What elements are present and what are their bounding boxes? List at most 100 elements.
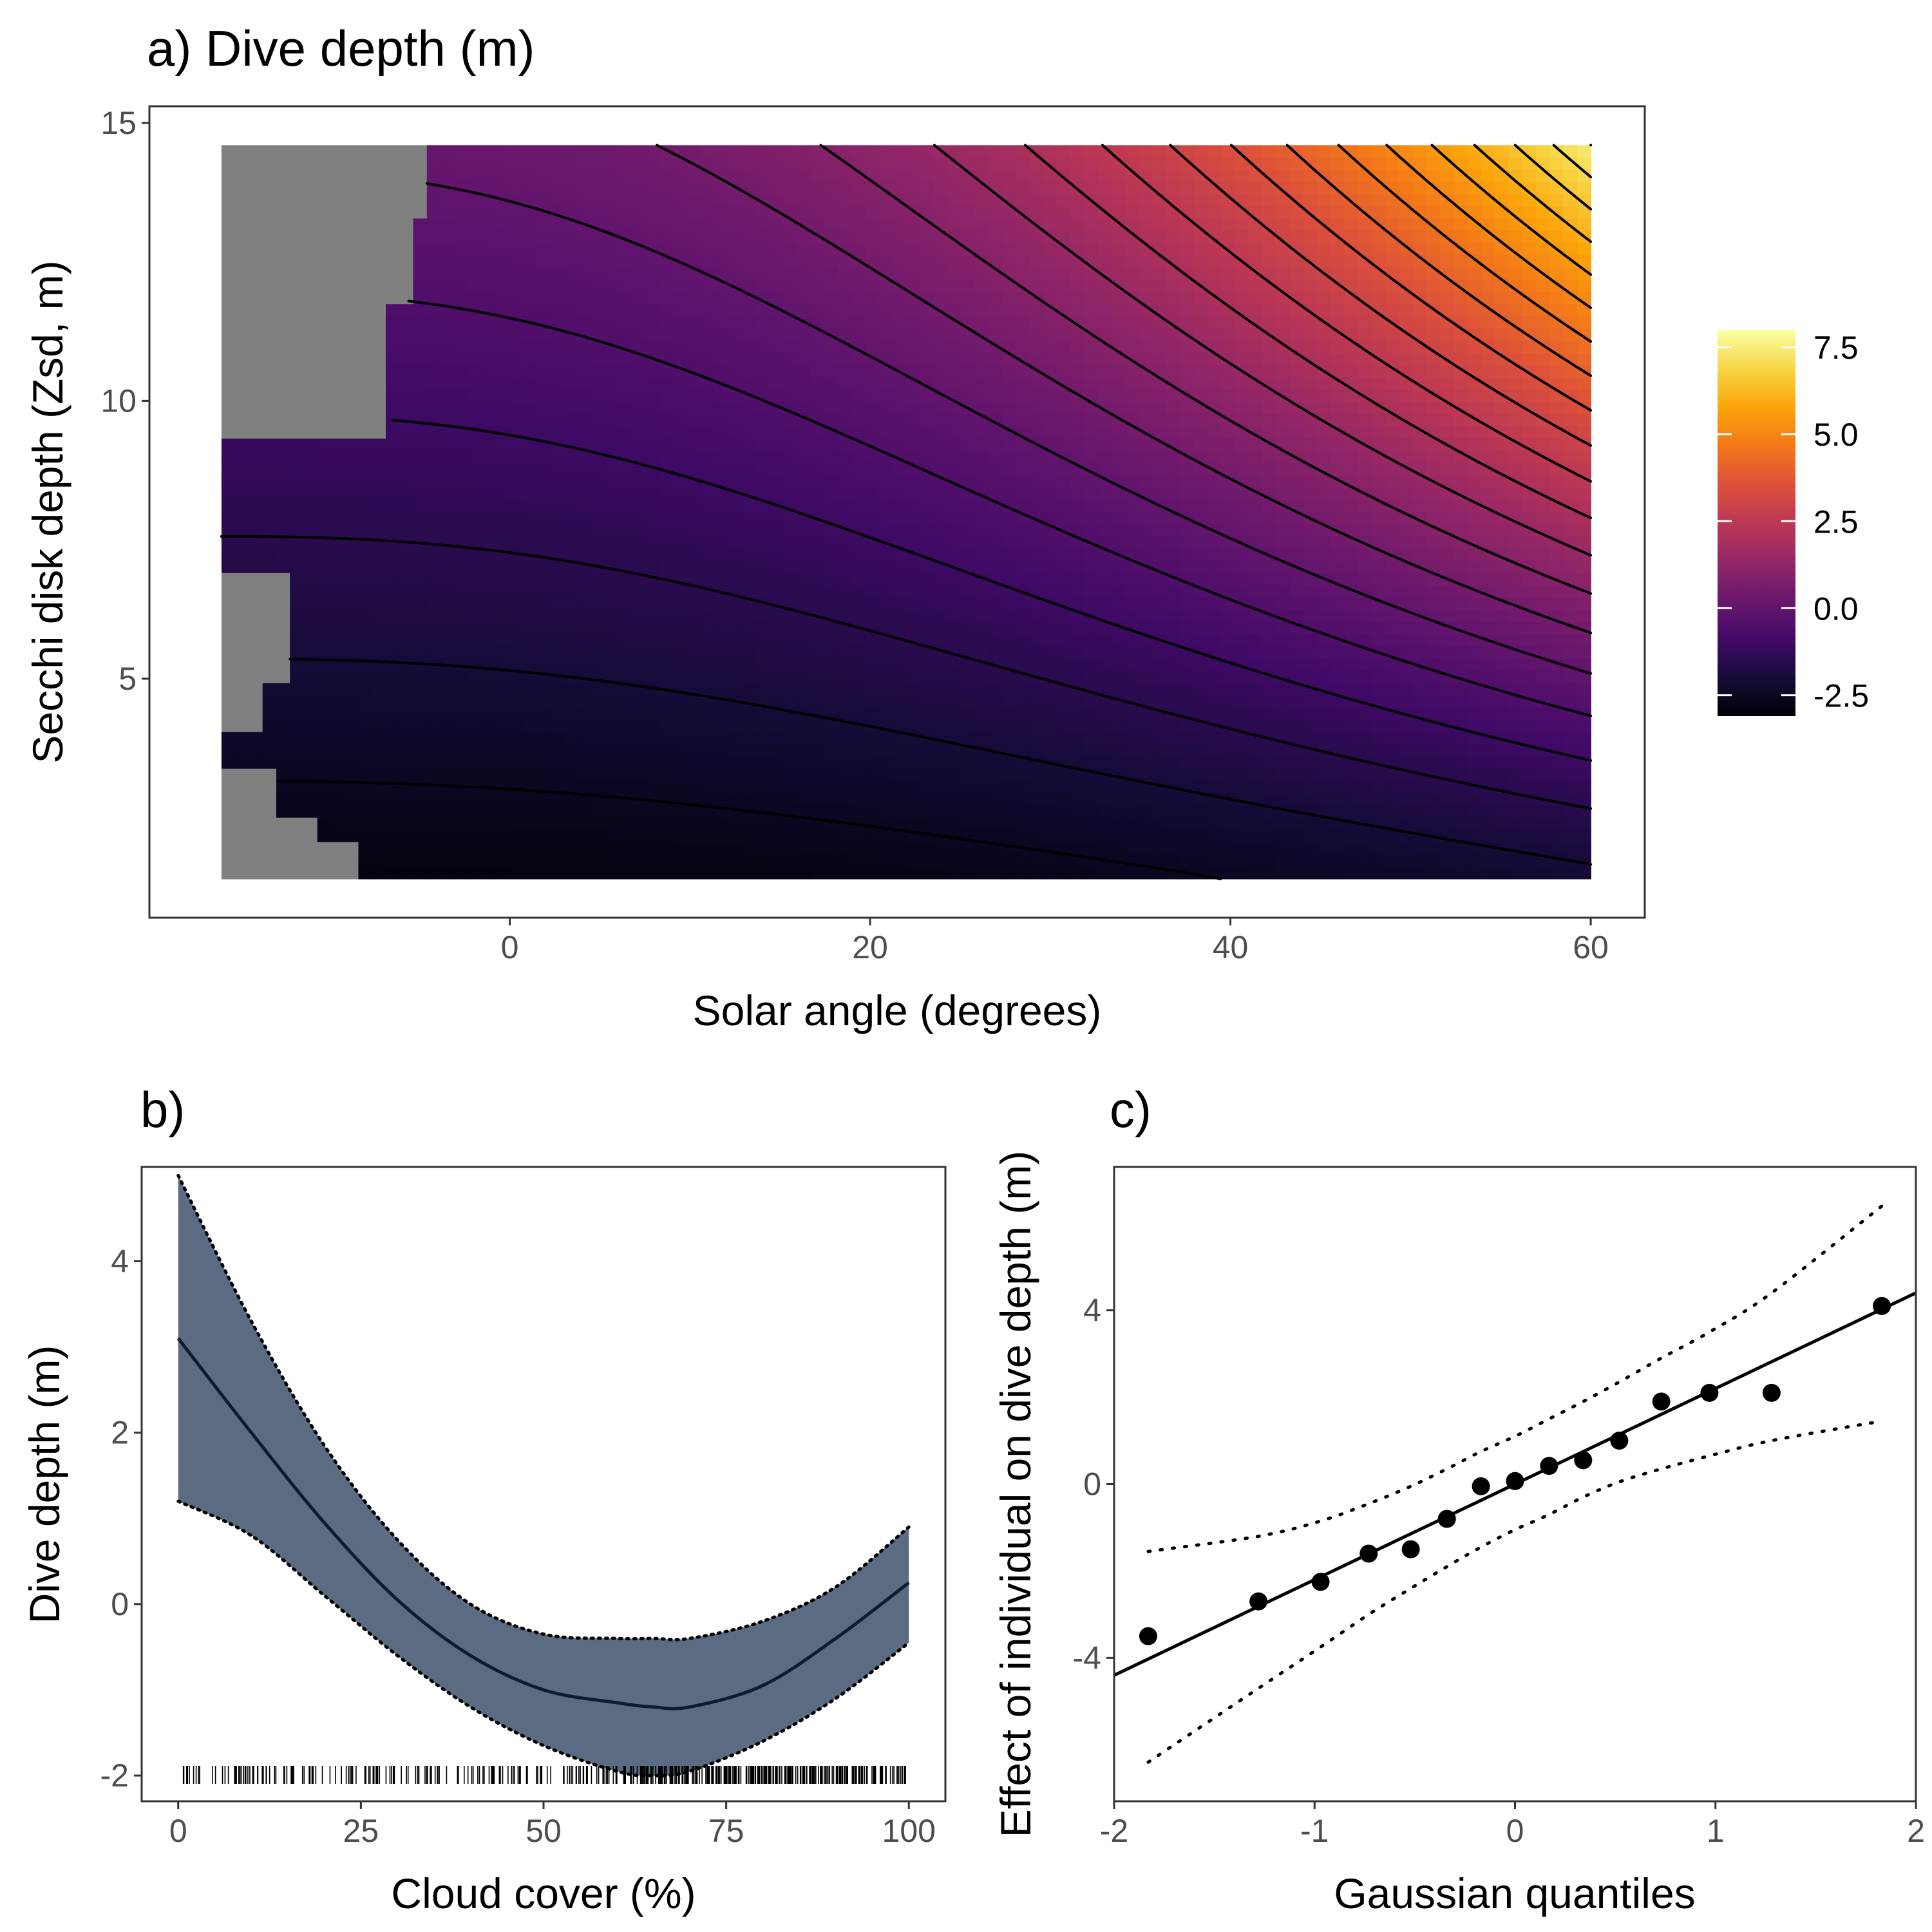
heatmap-cell: [605, 194, 620, 207]
heatmap-cell: [605, 549, 620, 562]
heatmap-cell: [796, 255, 811, 269]
heatmap-cell: [618, 854, 633, 867]
heatmap-cell: [591, 414, 606, 427]
heatmap-cell: [673, 182, 688, 195]
heatmap-cell: [646, 328, 661, 341]
heatmap-cell: [536, 512, 551, 525]
heatmap-cell: [454, 439, 469, 451]
heatmap-cell: [1221, 194, 1236, 207]
heatmap-cell: [796, 560, 811, 574]
heatmap-cell: [1248, 292, 1263, 305]
heatmap-cell: [782, 817, 797, 831]
heatmap-cell: [1029, 695, 1044, 708]
heatmap-cell: [618, 182, 633, 195]
heatmap-cell: [1166, 560, 1181, 574]
heatmap-cell: [1043, 488, 1057, 500]
heatmap-cell: [303, 670, 318, 684]
heatmap-cell: [1303, 451, 1318, 464]
heatmap-cell: [577, 781, 592, 794]
heatmap-cell: [1125, 829, 1140, 843]
heatmap-cell: [687, 524, 701, 537]
heatmap-cell: [659, 451, 674, 464]
heatmap-cell: [618, 658, 633, 672]
heatmap-cell: [468, 793, 482, 806]
heatmap-cell: [714, 365, 729, 378]
heatmap-cell: [974, 218, 989, 232]
heatmap-cell: [687, 573, 701, 586]
heatmap-cell: [303, 194, 318, 207]
heatmap-cell: [605, 292, 620, 305]
heatmap-cell: [550, 646, 565, 659]
heatmap-cell: [974, 426, 989, 439]
heatmap-cell: [413, 414, 428, 427]
heatmap-cell: [358, 707, 373, 721]
heatmap-cell: [317, 609, 332, 623]
heatmap-cell: [1166, 414, 1181, 427]
heatmap-cell: [509, 560, 524, 574]
heatmap-cell: [481, 609, 496, 623]
heatmap-cell: [865, 365, 880, 378]
heatmap-cell: [522, 793, 537, 806]
heatmap-cell: [1001, 609, 1016, 623]
heatmap-cell: [1070, 573, 1085, 586]
heatmap-cell: [632, 316, 647, 329]
heatmap-cell: [1084, 475, 1099, 488]
heatmap-cell: [358, 585, 373, 598]
heatmap-cell: [509, 585, 524, 598]
heatmap-cell: [755, 145, 770, 158]
heatmap-cell: [386, 842, 401, 855]
heatmap-cell: [769, 781, 784, 794]
heatmap-cell: [851, 353, 866, 366]
heatmap-cell: [564, 536, 578, 549]
heatmap-cell: [399, 842, 414, 855]
heatmap-cell: [824, 866, 838, 880]
heatmap-cell: [906, 182, 921, 195]
heatmap-cell: [1331, 157, 1345, 171]
heatmap-cell: [221, 756, 236, 770]
heatmap-cell: [1043, 866, 1057, 880]
heatmap-cell: [1029, 609, 1044, 623]
heatmap-cell: [687, 560, 701, 574]
heatmap-cell: [481, 536, 496, 549]
heatmap-cell: [426, 353, 441, 366]
heatmap-cell: [673, 805, 688, 819]
heatmap-cell: [1016, 157, 1030, 171]
heatmap-cell: [1152, 744, 1167, 757]
heatmap-cell: [920, 842, 934, 855]
heatmap-cell: [262, 206, 277, 220]
heatmap-cell: [646, 439, 661, 451]
heatmap-cell: [1180, 732, 1195, 745]
heatmap-cell: [1316, 658, 1331, 672]
heatmap-cell: [618, 316, 633, 329]
heatmap-cell: [440, 365, 455, 378]
heatmap-cell: [1043, 512, 1057, 525]
heatmap-cell: [646, 206, 661, 220]
heatmap-cell: [837, 145, 852, 158]
heatmap-cell: [317, 585, 332, 598]
heatmap-cell: [769, 377, 784, 390]
heatmap-cell: [714, 658, 729, 672]
heatmap-cell: [741, 658, 756, 672]
heatmap-cell: [1344, 267, 1359, 281]
heatmap-cell: [1303, 695, 1318, 708]
heatmap-cell: [440, 169, 455, 183]
heatmap-cell: [1111, 524, 1126, 537]
heatmap-cell: [262, 536, 277, 549]
heatmap-cell: [947, 768, 961, 782]
heatmap-cell: [714, 866, 729, 880]
heatmap-cell: [399, 390, 414, 402]
heatmap-cell: [1276, 683, 1291, 696]
heatmap-cell: [947, 243, 961, 256]
heatmap-cell: [892, 231, 907, 244]
heatmap-cell: [1289, 585, 1304, 598]
heatmap-cell: [564, 683, 578, 696]
heatmap-cell: [1056, 475, 1071, 488]
heatmap-cell: [714, 524, 729, 537]
heatmap-cell: [1193, 781, 1208, 794]
heatmap-cell: [331, 182, 346, 195]
heatmap-cell: [591, 145, 606, 158]
heatmap-cell: [1221, 549, 1236, 562]
heatmap-cell: [769, 707, 784, 721]
heatmap-cell: [755, 609, 770, 623]
heatmap-cell: [262, 707, 277, 721]
